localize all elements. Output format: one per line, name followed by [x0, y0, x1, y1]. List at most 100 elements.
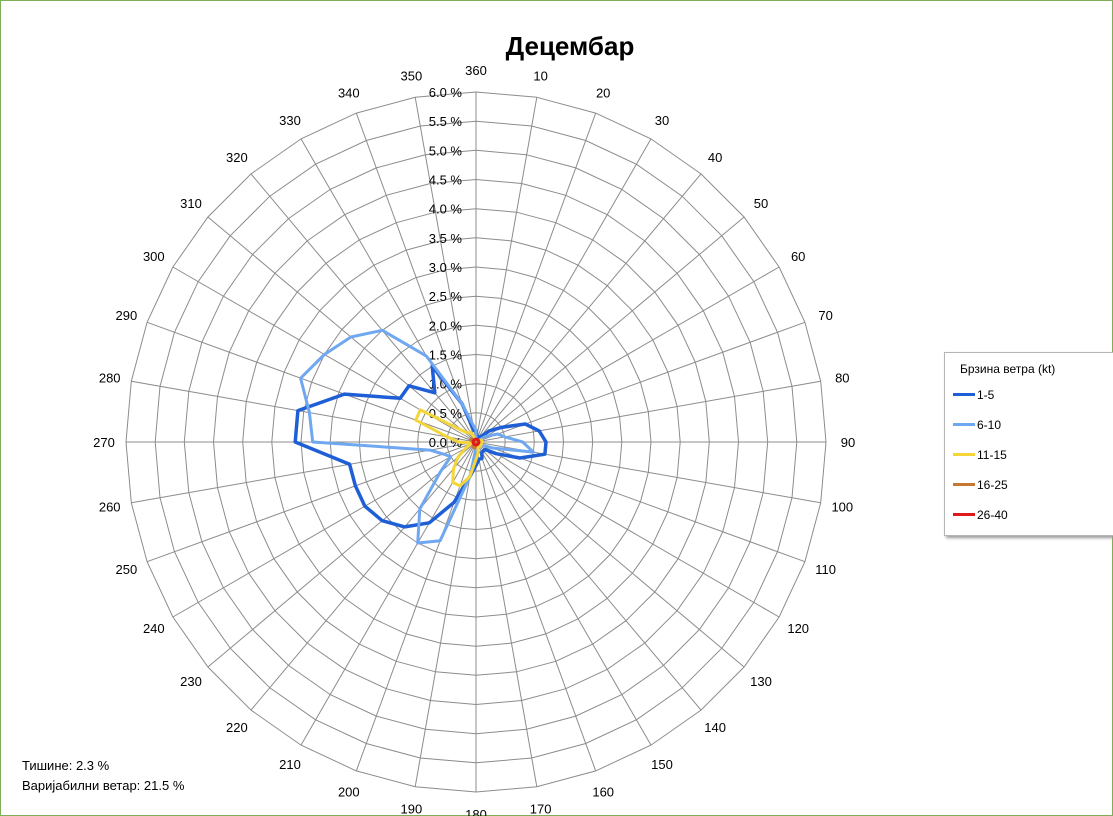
grid-spoke — [475, 321, 806, 443]
radial-tick-label: 3.5 % — [429, 231, 463, 246]
direction-label: 60 — [791, 249, 805, 264]
grid-spoke — [475, 216, 745, 443]
series-line-26-40 — [471, 437, 481, 447]
grid-spoke — [475, 441, 652, 746]
radial-tick-label: 2.5 % — [429, 289, 463, 304]
legend-item-6-10: 6-10 — [953, 417, 1001, 432]
radial-tick-label: 4.0 % — [429, 202, 463, 217]
radial-tick-labels: 0.0 %0.5 %1.0 %1.5 %2.0 %2.5 %3.0 %3.5 %… — [429, 85, 463, 450]
series-lines — [293, 328, 548, 545]
legend-item-26-40: 26-40 — [953, 507, 1008, 522]
polar-grid — [125, 91, 827, 793]
series-line-6-10 — [299, 328, 535, 545]
chart-title: Децембар — [506, 31, 635, 61]
legend-swatch — [953, 393, 975, 397]
grid-spoke — [250, 441, 477, 711]
direction-label: 10 — [533, 69, 547, 84]
direction-label: 170 — [530, 801, 552, 816]
direction-label: 140 — [704, 720, 726, 735]
direction-label: 20 — [596, 85, 610, 100]
series-line-11-15 — [414, 408, 484, 488]
legend: Брзина ветра (kt) 1-5 6-10 11-15 16-25 2… — [944, 352, 1113, 536]
grid-spoke — [131, 441, 477, 504]
variable-wind-note: Варијабилни ветар: 21.5 % — [22, 778, 185, 793]
grid-spoke — [414, 441, 477, 787]
grid-spoke — [300, 441, 477, 746]
legend-item-11-15: 11-15 — [953, 447, 1007, 462]
legend-label: 16-25 — [977, 477, 1008, 492]
legend-swatch — [953, 483, 975, 487]
direction-label: 200 — [338, 785, 360, 800]
direction-label: 220 — [226, 720, 248, 735]
radial-tick-label: 3.0 % — [429, 260, 463, 275]
grid-spoke — [475, 266, 780, 443]
direction-label: 50 — [754, 196, 768, 211]
direction-label: 330 — [279, 113, 301, 128]
direction-label: 40 — [708, 150, 722, 165]
legend-item-16-25: 16-25 — [953, 477, 1008, 492]
legend-swatch — [953, 423, 975, 427]
grid-spoke — [475, 112, 597, 443]
legend-swatch — [953, 453, 975, 457]
grid-spoke — [475, 441, 538, 787]
legend-swatch — [953, 513, 975, 517]
grid-spoke — [475, 173, 702, 443]
grid-spoke — [475, 441, 780, 618]
direction-label: 90 — [841, 435, 855, 450]
direction-label: 150 — [651, 757, 673, 772]
grid-spoke — [475, 138, 652, 443]
radial-tick-label: 1.5 % — [429, 348, 463, 363]
radial-tick-label: 5.0 % — [429, 143, 463, 158]
grid-spoke — [414, 97, 477, 443]
grid-spoke — [355, 441, 477, 772]
direction-label: 130 — [750, 674, 772, 689]
direction-label: 80 — [835, 370, 849, 385]
direction-label: 300 — [143, 249, 165, 264]
direction-label: 310 — [180, 196, 202, 211]
direction-label: 280 — [99, 370, 121, 385]
direction-label: 320 — [226, 150, 248, 165]
direction-label: 290 — [116, 308, 138, 323]
direction-label: 30 — [655, 113, 669, 128]
radial-tick-label: 5.5 % — [429, 114, 463, 129]
direction-label: 120 — [787, 621, 809, 636]
grid-spoke — [250, 173, 477, 443]
radial-tick-label: 0.5 % — [429, 406, 463, 421]
grid-spoke — [172, 441, 477, 618]
direction-label: 340 — [338, 85, 360, 100]
legend-label: 26-40 — [977, 507, 1008, 522]
grid-spoke — [475, 97, 538, 443]
direction-label: 360 — [465, 63, 487, 78]
legend-label: 11-15 — [977, 447, 1007, 462]
grid-spoke — [475, 441, 806, 563]
direction-label: 240 — [143, 621, 165, 636]
direction-label: 180 — [465, 807, 487, 816]
direction-label: 100 — [831, 500, 853, 515]
direction-label: 160 — [592, 785, 614, 800]
direction-label: 230 — [180, 674, 202, 689]
direction-label: 270 — [93, 435, 115, 450]
grid-spoke — [475, 441, 702, 711]
grid-spoke — [207, 216, 477, 443]
direction-label: 70 — [818, 308, 832, 323]
direction-label: 350 — [401, 69, 423, 84]
grid-spoke — [355, 112, 477, 443]
radial-tick-label: 4.5 % — [429, 173, 463, 188]
notes: Тишине: 2.3 % Варијабилни ветар: 21.5 % — [22, 756, 184, 796]
radial-tick-label: 6.0 % — [429, 85, 463, 100]
legend-title: Брзина ветра (kt) — [960, 362, 1056, 376]
direction-labels: 10 20 30 40 50 60 70 80 90 100 110 120 130 140 150 160 1… — [93, 63, 855, 816]
legend-item-1-5: 1-5 — [953, 387, 995, 402]
calm-note: Тишине: 2.3 % — [22, 758, 110, 773]
radial-tick-label: 2.0 % — [429, 318, 463, 333]
direction-label: 260 — [99, 500, 121, 515]
grid-spoke — [207, 441, 477, 668]
legend-label: 1-5 — [977, 387, 995, 402]
grid-spoke — [475, 441, 745, 668]
grid-spoke — [475, 380, 821, 443]
grid-spoke — [146, 441, 477, 563]
grid-spoke — [300, 138, 477, 443]
direction-label: 190 — [401, 801, 423, 816]
direction-label: 110 — [815, 562, 836, 577]
